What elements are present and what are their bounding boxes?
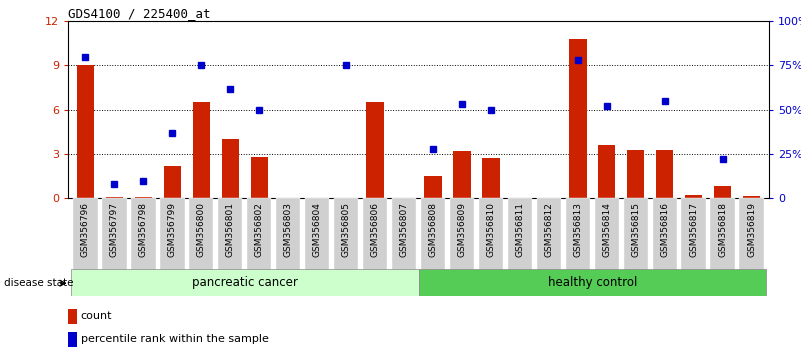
Bar bbox=[570, 39, 586, 198]
Text: GSM356814: GSM356814 bbox=[602, 202, 611, 257]
FancyBboxPatch shape bbox=[160, 198, 184, 271]
Bar bbox=[77, 65, 95, 198]
Text: GSM356797: GSM356797 bbox=[110, 202, 119, 257]
Bar bbox=[192, 102, 210, 198]
Text: GSM356807: GSM356807 bbox=[400, 202, 409, 257]
Text: GSM356813: GSM356813 bbox=[574, 202, 582, 257]
FancyBboxPatch shape bbox=[218, 198, 243, 271]
Text: percentile rank within the sample: percentile rank within the sample bbox=[81, 335, 268, 344]
Bar bbox=[598, 145, 615, 198]
Text: pancreatic cancer: pancreatic cancer bbox=[191, 276, 298, 289]
FancyBboxPatch shape bbox=[71, 269, 418, 296]
Text: GSM356810: GSM356810 bbox=[486, 202, 496, 257]
FancyBboxPatch shape bbox=[450, 198, 474, 271]
Text: GSM356803: GSM356803 bbox=[284, 202, 292, 257]
FancyBboxPatch shape bbox=[623, 198, 648, 271]
FancyBboxPatch shape bbox=[682, 198, 706, 271]
FancyBboxPatch shape bbox=[276, 198, 300, 271]
Text: GSM356801: GSM356801 bbox=[226, 202, 235, 257]
FancyBboxPatch shape bbox=[739, 198, 763, 271]
Bar bbox=[251, 157, 268, 198]
FancyBboxPatch shape bbox=[363, 198, 387, 271]
Bar bbox=[68, 309, 77, 324]
FancyBboxPatch shape bbox=[74, 198, 98, 271]
FancyBboxPatch shape bbox=[653, 198, 677, 271]
Text: GSM356809: GSM356809 bbox=[457, 202, 466, 257]
FancyBboxPatch shape bbox=[479, 198, 503, 271]
Text: GSM356812: GSM356812 bbox=[545, 202, 553, 257]
FancyBboxPatch shape bbox=[247, 198, 272, 271]
FancyBboxPatch shape bbox=[566, 198, 590, 271]
Text: GSM356806: GSM356806 bbox=[371, 202, 380, 257]
Text: disease state: disease state bbox=[4, 278, 74, 288]
Text: GSM356799: GSM356799 bbox=[168, 202, 177, 257]
FancyBboxPatch shape bbox=[537, 198, 561, 271]
Text: GSM356815: GSM356815 bbox=[631, 202, 640, 257]
Bar bbox=[68, 332, 77, 347]
Bar bbox=[714, 187, 731, 198]
FancyBboxPatch shape bbox=[189, 198, 214, 271]
Text: GSM356818: GSM356818 bbox=[718, 202, 727, 257]
FancyBboxPatch shape bbox=[421, 198, 445, 271]
Text: GSM356802: GSM356802 bbox=[255, 202, 264, 257]
Bar bbox=[135, 197, 152, 198]
Text: GSM356798: GSM356798 bbox=[139, 202, 148, 257]
Bar bbox=[163, 166, 181, 198]
Bar bbox=[627, 149, 645, 198]
FancyBboxPatch shape bbox=[103, 198, 127, 271]
Text: count: count bbox=[81, 312, 112, 321]
Bar bbox=[743, 196, 760, 198]
FancyBboxPatch shape bbox=[710, 198, 735, 271]
FancyBboxPatch shape bbox=[392, 198, 417, 271]
Text: GSM356800: GSM356800 bbox=[197, 202, 206, 257]
Bar bbox=[366, 102, 384, 198]
Bar bbox=[106, 197, 123, 198]
FancyBboxPatch shape bbox=[305, 198, 329, 271]
FancyBboxPatch shape bbox=[508, 198, 532, 271]
FancyBboxPatch shape bbox=[594, 198, 619, 271]
Bar bbox=[425, 176, 441, 198]
Text: GSM356808: GSM356808 bbox=[429, 202, 437, 257]
Text: GDS4100 / 225400_at: GDS4100 / 225400_at bbox=[68, 7, 211, 20]
Bar bbox=[482, 159, 500, 198]
Bar bbox=[656, 149, 674, 198]
FancyBboxPatch shape bbox=[418, 269, 766, 296]
Text: GSM356811: GSM356811 bbox=[515, 202, 525, 257]
FancyBboxPatch shape bbox=[334, 198, 358, 271]
Text: GSM356816: GSM356816 bbox=[660, 202, 669, 257]
Bar bbox=[222, 139, 239, 198]
Text: healthy control: healthy control bbox=[548, 276, 637, 289]
FancyBboxPatch shape bbox=[131, 198, 155, 271]
Text: GSM356805: GSM356805 bbox=[341, 202, 351, 257]
Text: GSM356796: GSM356796 bbox=[81, 202, 90, 257]
Text: GSM356804: GSM356804 bbox=[312, 202, 322, 257]
Bar bbox=[453, 151, 471, 198]
Text: GSM356817: GSM356817 bbox=[689, 202, 698, 257]
Text: GSM356819: GSM356819 bbox=[747, 202, 756, 257]
Bar bbox=[685, 195, 702, 198]
